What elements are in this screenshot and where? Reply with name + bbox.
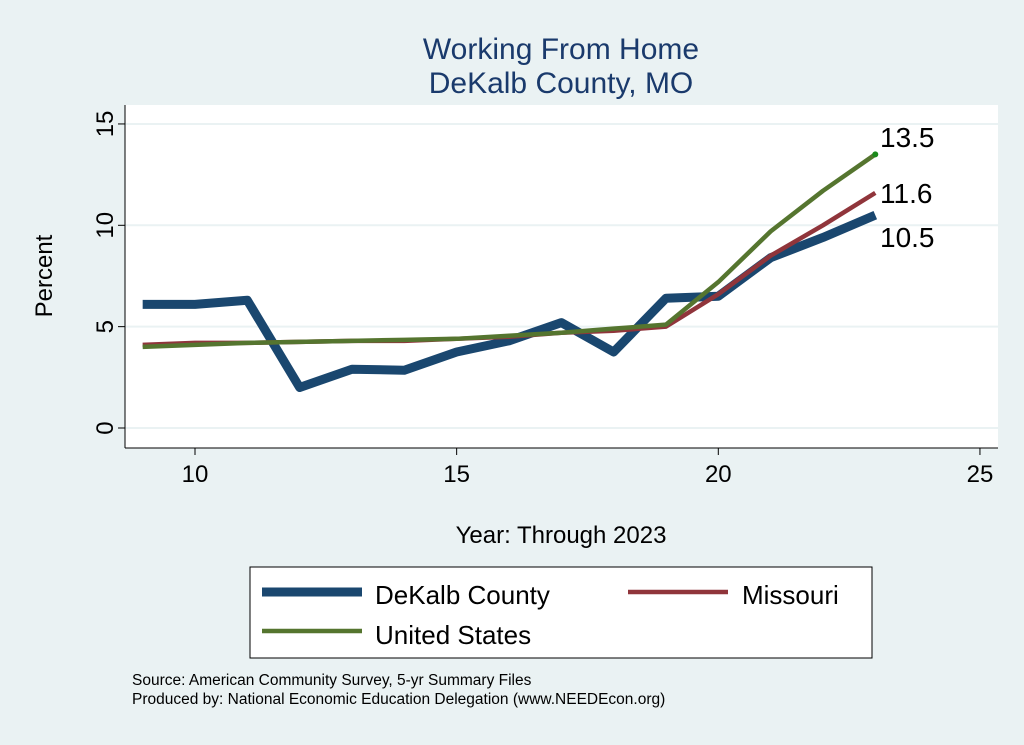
plot-area bbox=[125, 105, 998, 448]
x-tick-label: 15 bbox=[443, 461, 470, 488]
y-tick-label: 15 bbox=[92, 111, 119, 138]
end-marker bbox=[872, 151, 879, 158]
end-value-label: 13.5 bbox=[880, 122, 935, 153]
legend-label: Missouri bbox=[742, 580, 839, 610]
x-tick-label: 10 bbox=[182, 461, 209, 488]
source-note: Source: American Community Survey, 5-yr … bbox=[132, 672, 532, 689]
legend-label: United States bbox=[375, 620, 531, 650]
end-value-label: 11.6 bbox=[880, 178, 932, 209]
y-tick-label: 10 bbox=[92, 212, 119, 239]
y-tick-label: 0 bbox=[92, 421, 119, 434]
end-value-label: 10.5 bbox=[880, 222, 935, 253]
x-tick-label: 20 bbox=[705, 461, 732, 488]
legend-box bbox=[249, 566, 873, 659]
x-axis-label: Year: Through 2023 bbox=[456, 522, 667, 549]
produced-by-note: Produced by: National Economic Education… bbox=[132, 691, 666, 708]
legend-label: DeKalb County bbox=[375, 580, 550, 610]
y-tick-label: 5 bbox=[92, 320, 119, 333]
series-line-united-states bbox=[142, 152, 877, 350]
chart-title-line: DeKalb County, MO bbox=[429, 67, 694, 100]
y-axis-label: Percent bbox=[31, 234, 58, 317]
chart-title-line: Working From Home bbox=[423, 33, 699, 66]
x-tick-label: 25 bbox=[967, 461, 994, 488]
